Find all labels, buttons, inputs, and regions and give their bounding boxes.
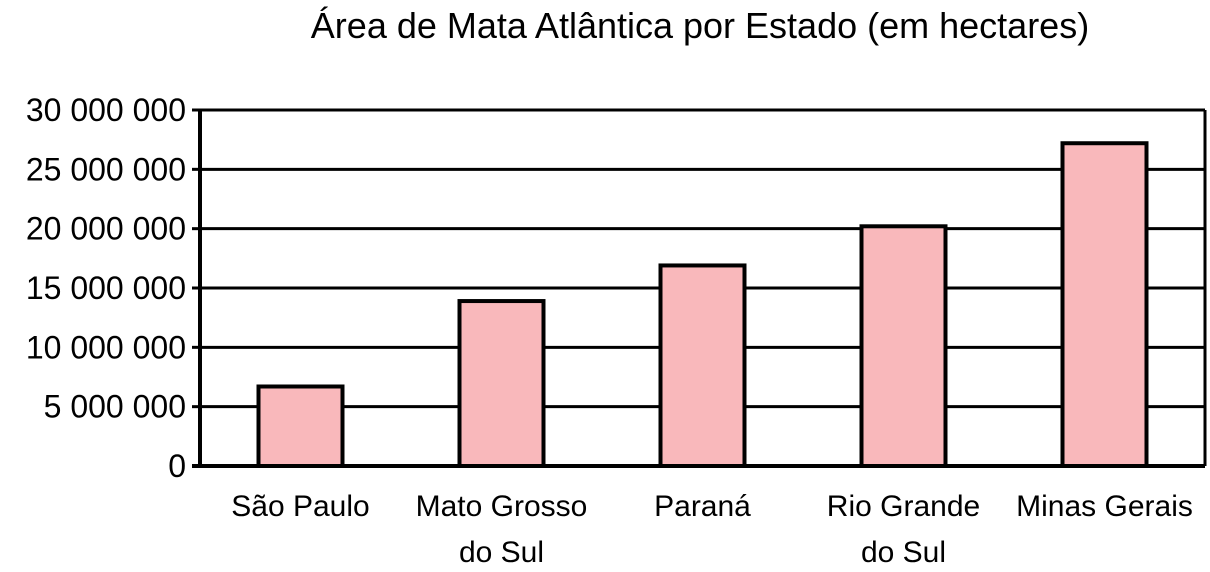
- x-tick-label: do Sul: [861, 536, 946, 569]
- x-tick-label: Paraná: [654, 490, 751, 523]
- chart-title: Área de Mata Atlântica por Estado (em he…: [310, 5, 1090, 46]
- x-axis-tick-labels: São Paulo Mato Grosso do Sul Paraná Rio Gran…: [231, 490, 1193, 569]
- bar: [457, 299, 546, 469]
- y-tick-label: 20 000 000: [26, 211, 186, 247]
- bar: [256, 384, 345, 469]
- y-tick-label: 30 000 000: [26, 92, 186, 128]
- bars: [256, 141, 1149, 469]
- bar: [658, 263, 747, 468]
- bar: [859, 224, 948, 468]
- x-tick-label: São Paulo: [231, 490, 369, 523]
- y-tick-label: 0: [168, 448, 186, 484]
- bar: [1060, 141, 1149, 469]
- y-tick-label: 25 000 000: [26, 151, 186, 187]
- y-axis-tick-labels: 0 5 000 000 10 000 000 15 000 000 20 000 000…: [26, 92, 186, 484]
- x-tick-label: Rio Grande: [827, 490, 980, 523]
- plot-frame: [192, 108, 1207, 468]
- y-tick-label: 5 000 000: [44, 389, 186, 425]
- x-tick-label: Minas Gerais: [1016, 490, 1193, 523]
- x-tick-label: do Sul: [459, 536, 544, 569]
- x-tick-label: Mato Grosso: [416, 490, 588, 523]
- y-tick-label: 10 000 000: [26, 329, 186, 365]
- y-tick-label: 15 000 000: [26, 270, 186, 306]
